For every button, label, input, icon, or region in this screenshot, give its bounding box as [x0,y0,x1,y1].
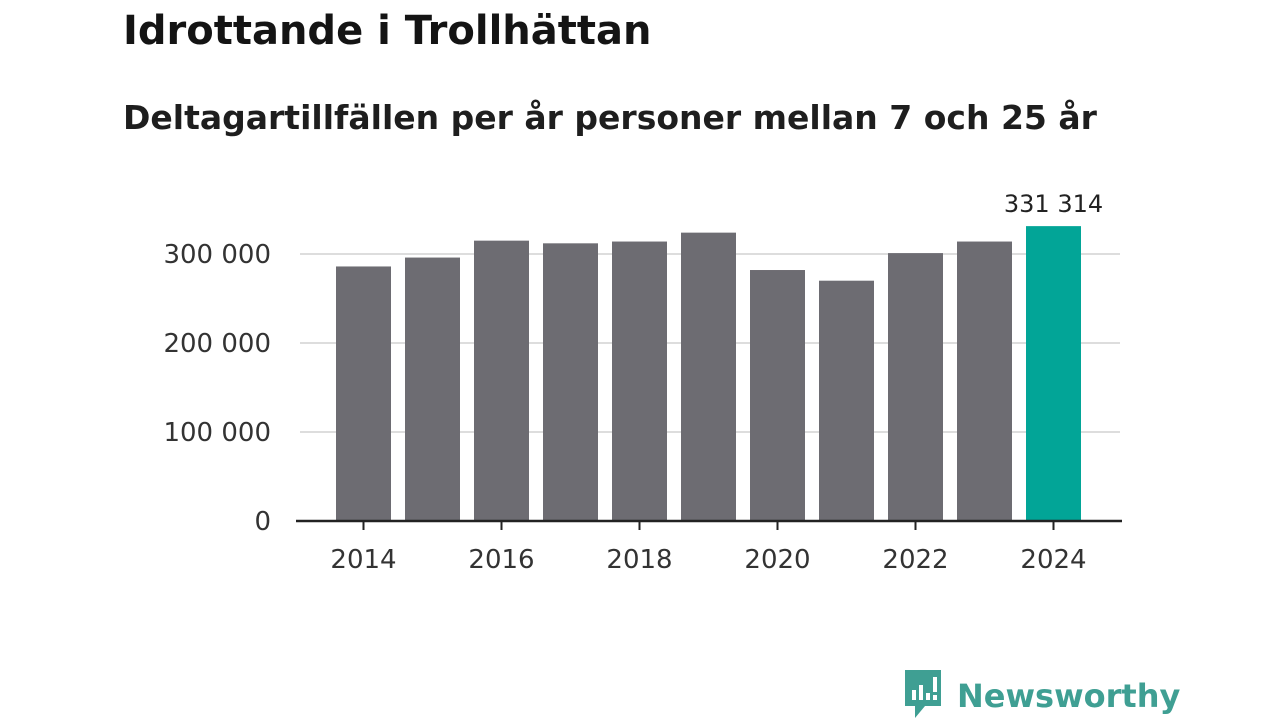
bar-2017 [543,243,598,521]
bar-2020 [750,270,805,521]
y-tick-label: 200 000 [163,329,271,359]
bar-2024 [1026,226,1081,521]
brand-logo: Newsworthy [903,668,1180,724]
y-tick-label: 300 000 [163,240,271,270]
y-tick-label: 100 000 [163,418,271,448]
chart-title: Idrottande i Trollhättan [123,8,652,54]
x-tick-label: 2022 [882,545,948,575]
brand-name: Newsworthy [957,677,1181,715]
bars [336,226,1081,522]
highlight-value-label: 331 314 [1004,190,1103,218]
bar-2023 [957,241,1012,522]
bar-2019 [681,232,736,521]
chart-subtitle: Deltagartillfällen per år personer mella… [123,98,1097,137]
x-tick-label: 2016 [468,545,534,575]
x-tick-label: 2020 [744,545,810,575]
labels: 0 100 000 200 000 300 000 331 314 2014 2016 201… [163,190,1103,575]
axes [296,519,1122,530]
x-tick-label: 2018 [606,545,672,575]
bar-2018 [612,241,667,522]
y-tick-label: 0 [254,507,271,537]
newsworthy-logo-icon [903,668,943,724]
x-tick-label: 2014 [330,545,396,575]
bar-2021 [819,280,874,521]
bar-2014 [336,266,391,521]
bar-2022 [888,253,943,522]
x-tick-label: 2024 [1020,545,1086,575]
bar-2016 [474,240,529,521]
bar-2015 [405,257,460,521]
